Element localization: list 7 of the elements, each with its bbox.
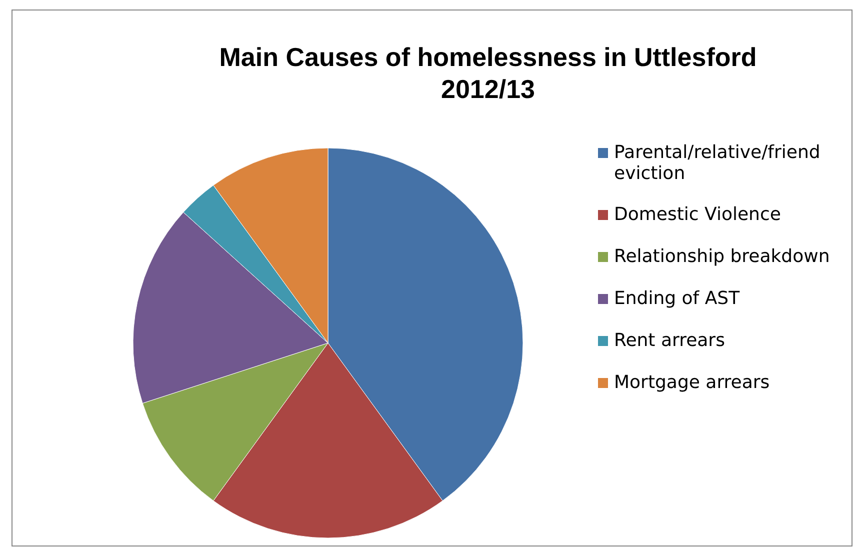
legend-label: Domestic Violence: [614, 204, 781, 225]
legend-label: Rent arrears: [614, 330, 725, 351]
legend-label: Parental/relative/friend eviction: [614, 142, 820, 184]
chart-title: Main Causes of homelessness in Uttlesford 2012/13: [219, 42, 757, 104]
legend-label: Ending of AST: [614, 288, 741, 309]
legend-label: Mortgage arrears: [614, 372, 770, 393]
legend-label: Relationship breakdown: [614, 246, 830, 267]
